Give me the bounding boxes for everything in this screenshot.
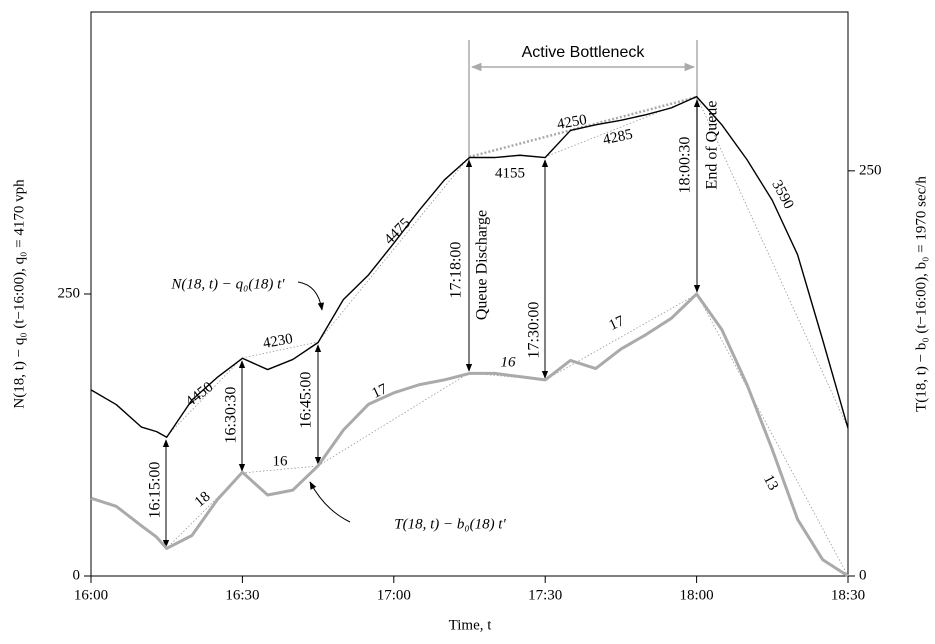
annotation: 18:00:30 xyxy=(677,137,694,194)
y2-tick-label: 250 xyxy=(859,162,882,178)
y-axis-label: N(18, t) − q₀ (t−16:00), q₀ = 4170 vph xyxy=(11,179,27,409)
annotation: 16:45:00 xyxy=(298,372,315,429)
reference-line xyxy=(241,465,319,474)
annotation: 17:18:00 xyxy=(448,242,465,299)
series-line xyxy=(90,292,849,578)
annotation: 4230 xyxy=(262,331,294,352)
reference-line xyxy=(165,357,243,438)
reference-line xyxy=(317,156,470,343)
x-tick-label: 16:30 xyxy=(225,587,259,603)
annotation: 17 xyxy=(370,381,391,402)
reference-line xyxy=(317,372,470,467)
annotation: 13 xyxy=(760,472,781,493)
reference-line xyxy=(544,293,698,381)
y2-axis-label: T(18, t) − b₀ (t−16:00), b₀ = 1970 sec/h xyxy=(913,176,929,412)
series-label: T(18, t) − b₀(18) t′ xyxy=(394,516,506,532)
annotation: 16 xyxy=(501,354,517,370)
annotation: 4285 xyxy=(602,127,635,149)
annotation: 4450 xyxy=(183,379,216,410)
reference-line xyxy=(241,341,319,359)
annotation: 4250 xyxy=(556,112,588,133)
reference-line xyxy=(696,293,849,577)
annotation: Queue Discharge xyxy=(474,210,491,320)
series-label: N(18, t) − q₀(18) t′ xyxy=(170,276,285,292)
x-tick-label: 17:00 xyxy=(377,587,411,603)
x-tick-label: 18:30 xyxy=(831,587,865,603)
x-tick-label: 17:30 xyxy=(528,587,562,603)
y2-tick-label: 0 xyxy=(859,567,867,583)
annotation: 17 xyxy=(607,313,628,334)
label-pointer xyxy=(309,481,351,523)
annotation: 16:15:00 xyxy=(147,462,164,519)
annotation: 17:30:00 xyxy=(526,302,543,359)
label-pointer xyxy=(297,281,325,311)
annotation: 3590 xyxy=(768,178,796,212)
annotation: 4475 xyxy=(381,215,414,248)
reference-line xyxy=(696,96,849,429)
annotation: 16 xyxy=(273,453,289,469)
annotation: End of Queue xyxy=(704,101,721,190)
y-tick-label: 0 xyxy=(73,567,81,583)
x-tick-label: 18:00 xyxy=(680,587,714,603)
x-tick-label: 16:00 xyxy=(74,587,108,603)
annotation: 16:30:30 xyxy=(223,387,240,444)
x-axis-label: Time, t xyxy=(449,617,493,633)
y-tick-label: 250 xyxy=(58,285,81,301)
reference-line xyxy=(165,472,243,550)
reference-line xyxy=(544,96,698,158)
annotation: Active Bottleneck xyxy=(522,44,646,61)
series-line xyxy=(90,95,849,438)
annotation: 4155 xyxy=(495,165,525,181)
